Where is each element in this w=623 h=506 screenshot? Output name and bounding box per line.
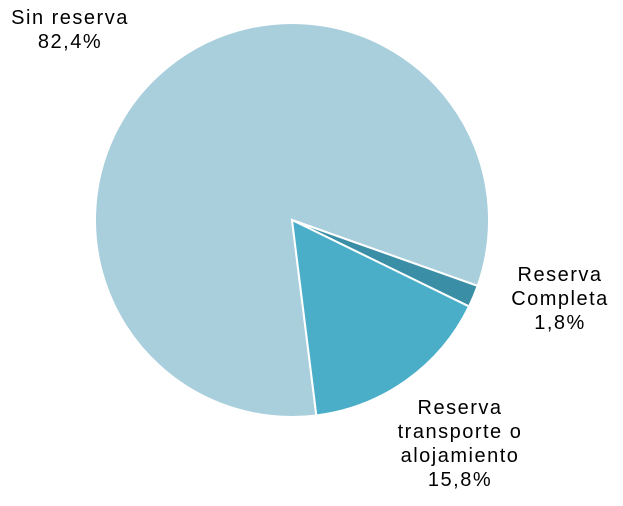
slice-label: Reserva transporte o alojamiento 15,8% bbox=[375, 396, 545, 492]
category-name: Sin reserva bbox=[11, 7, 129, 29]
value-label: 82,4% bbox=[37, 31, 103, 53]
category-name: Reserva Completa bbox=[511, 264, 609, 310]
category-name: Reserva transporte o alojamiento bbox=[397, 397, 523, 467]
slice-label: Sin reserva 82,4% bbox=[0, 6, 140, 54]
value-label: 15,8% bbox=[427, 469, 493, 491]
slice-label: Reserva Completa 1,8% bbox=[500, 263, 620, 335]
pie-slice bbox=[290, 218, 471, 417]
value-label: 1,8% bbox=[534, 312, 586, 334]
